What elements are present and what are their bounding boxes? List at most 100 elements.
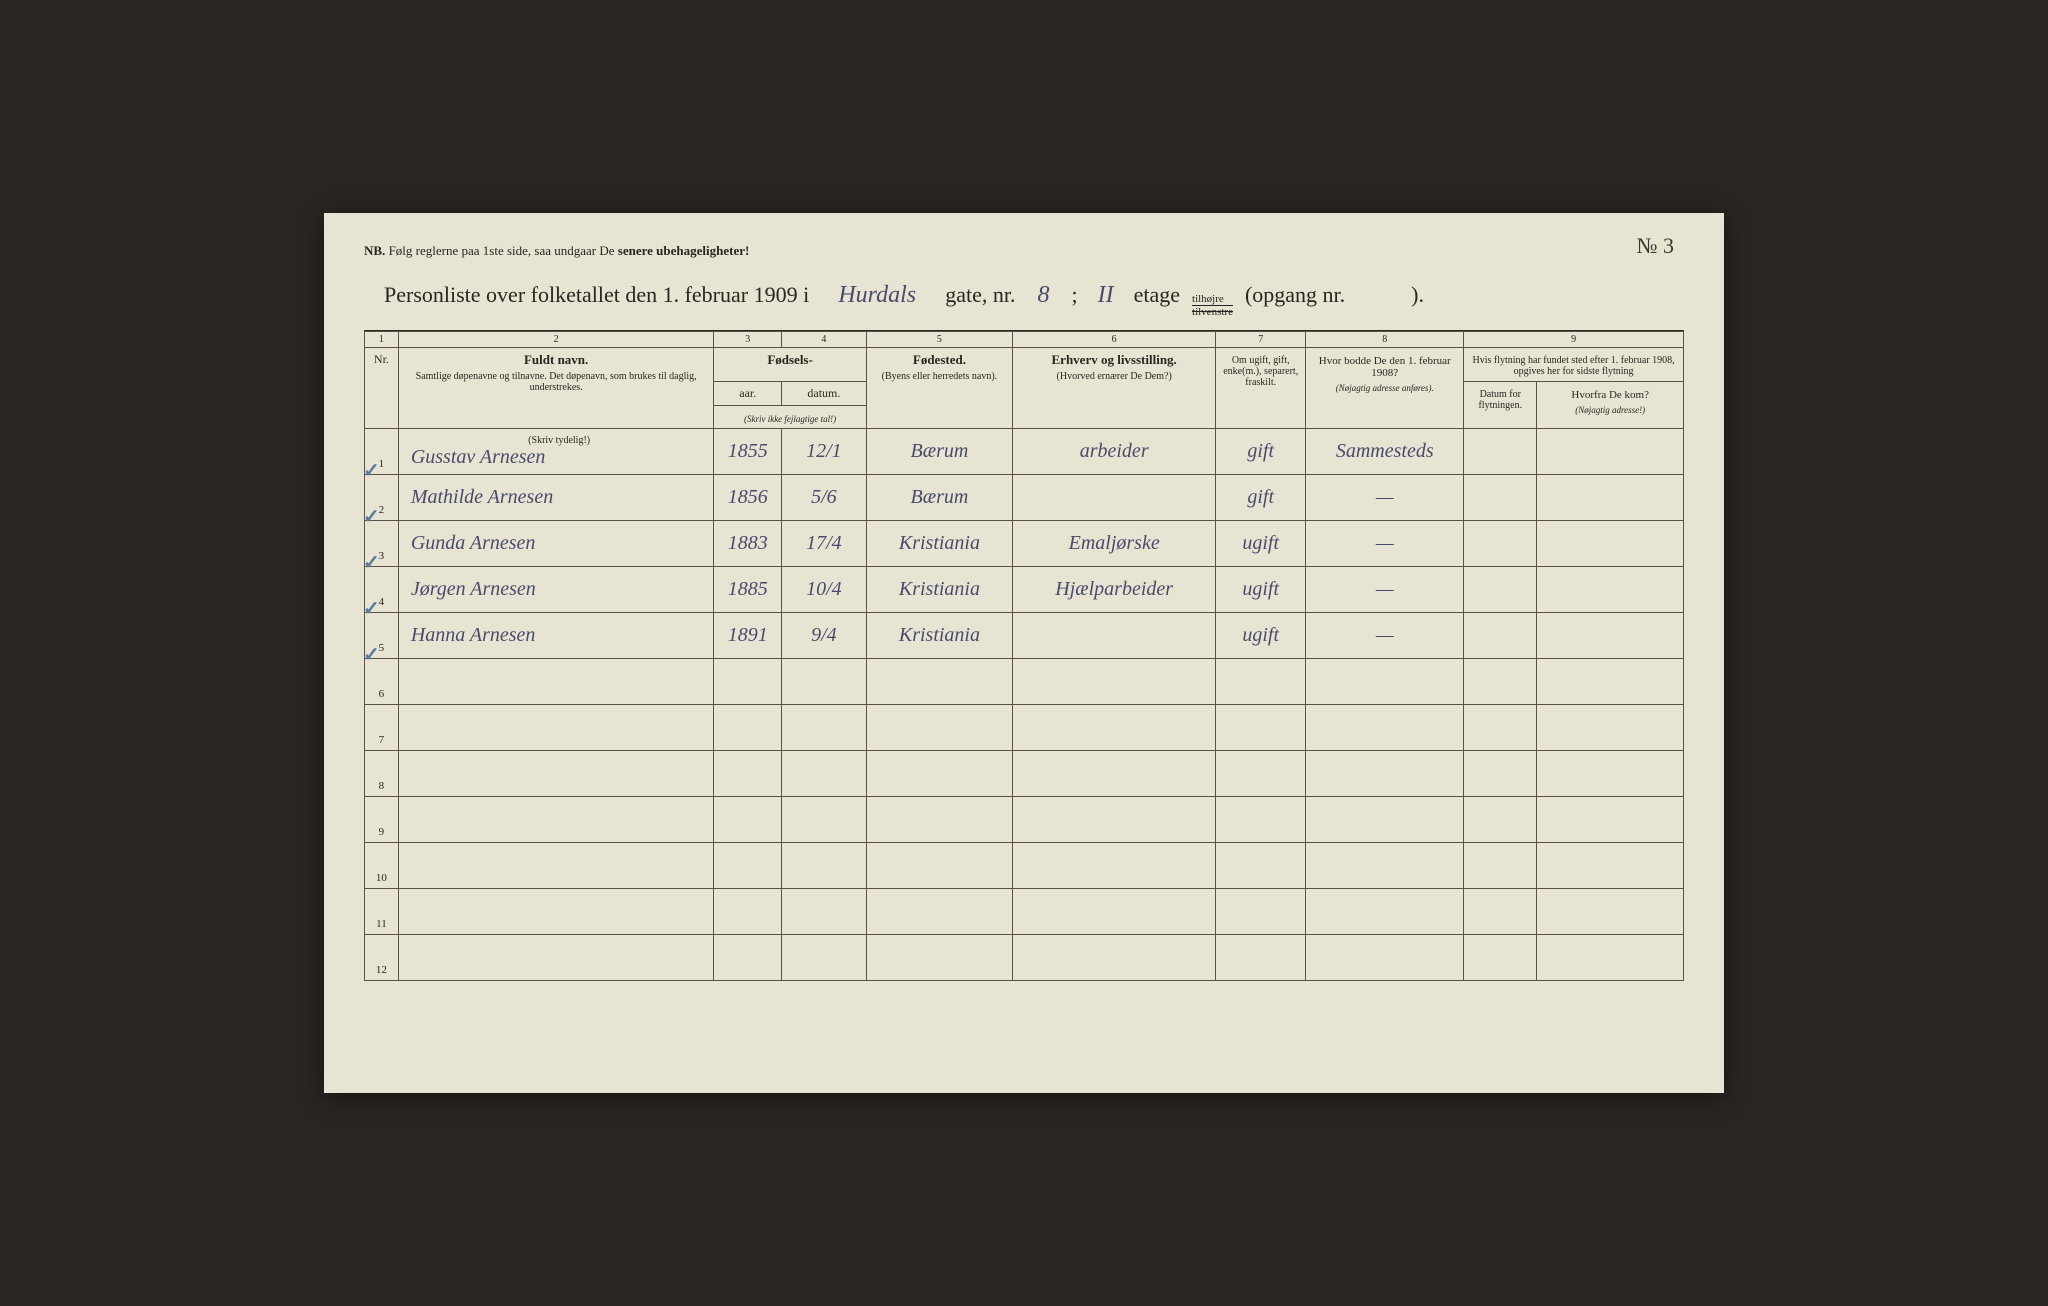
header-status: Om ugift, gift, enke(m.), separert, fras… <box>1216 348 1306 429</box>
cell-empty <box>714 751 782 797</box>
cell-datum: 9/4 <box>782 613 867 659</box>
cell-status: gift <box>1216 429 1306 475</box>
cell-empty <box>1013 659 1216 705</box>
title-line: Personliste over folketallet den 1. febr… <box>364 274 1684 331</box>
cell-empty <box>398 843 714 889</box>
tilhojre: tilhøjre <box>1192 293 1233 306</box>
cell-empty <box>714 659 782 705</box>
cell-empty <box>1013 889 1216 935</box>
cell-status: ugift <box>1216 521 1306 567</box>
table-body: ✓ 1 (Skriv tydelig!)Gusstav Arnesen 1855… <box>365 429 1684 981</box>
cell-empty <box>782 751 867 797</box>
cell-empty <box>1306 935 1464 981</box>
bodde-main: Hvor bodde De den 1. februar 1908? <box>1312 355 1457 379</box>
colnum-7: 7 <box>1216 332 1306 348</box>
cell-fodested: Kristiania <box>866 567 1013 613</box>
cell-status: ugift <box>1216 567 1306 613</box>
cell-empty <box>782 889 867 935</box>
cell-datum: 5/6 <box>782 475 867 521</box>
cell-hvorfra <box>1537 613 1684 659</box>
header-hvorfra: Hvorfra De kom? (Nøjagtig adresse!) <box>1537 382 1684 429</box>
colnum-4: 4 <box>782 332 867 348</box>
header-fodsels-note: (Skriv ikke fejlagtige tal!) <box>714 406 866 429</box>
cell-empty <box>1464 935 1537 981</box>
cell-erhverv: Hjælparbeider <box>1013 567 1216 613</box>
cell-empty <box>1537 797 1684 843</box>
census-table: 1 2 3 4 5 6 7 8 9 Nr. Fuldt navn. Samtli… <box>364 331 1684 981</box>
row-number: ✓ 3 <box>365 521 399 567</box>
cell-erhverv: Emaljørske <box>1013 521 1216 567</box>
check-icon: ✓ <box>363 642 380 667</box>
cell-empty <box>866 889 1013 935</box>
cell-bodde: — <box>1306 613 1464 659</box>
status-text: Om ugift, gift, enke(m.), separert, fras… <box>1222 355 1299 388</box>
cell-empty <box>1464 843 1537 889</box>
header-bodde: Hvor bodde De den 1. februar 1908? (Nøja… <box>1306 348 1464 429</box>
cell-navn: Jørgen Arnesen <box>398 567 714 613</box>
row-number: ✓ 5 <box>365 613 399 659</box>
cell-empty <box>1013 797 1216 843</box>
cell-navn: Hanna Arnesen <box>398 613 714 659</box>
cell-empty <box>866 935 1013 981</box>
etage-nr: II <box>1086 282 1126 309</box>
cell-empty <box>1216 751 1306 797</box>
row-number: ✓ 2 <box>365 475 399 521</box>
header-fodested: Fødested. (Byens eller herredets navn). <box>866 348 1013 429</box>
cell-empty <box>1216 843 1306 889</box>
cell-empty <box>782 843 867 889</box>
cell-empty <box>782 797 867 843</box>
colnum-2: 2 <box>398 332 714 348</box>
flyt-datum-text: Datum for flytningen. <box>1470 389 1530 411</box>
side-fraction: tilhøjre tilvenstre <box>1192 293 1233 318</box>
tilvenstre: tilvenstre <box>1192 306 1233 318</box>
cell-bodde: — <box>1306 475 1464 521</box>
cell-erhverv <box>1013 475 1216 521</box>
cell-empty <box>1464 889 1537 935</box>
nb-bold: senere ubehageligheter! <box>618 243 750 258</box>
navn-sub: Samtlige døpenavne og tilnavne. Det døpe… <box>405 371 708 393</box>
cell-empty <box>1306 843 1464 889</box>
cell-empty <box>398 797 714 843</box>
cell-empty <box>714 797 782 843</box>
cell-empty <box>866 797 1013 843</box>
cell-empty <box>866 705 1013 751</box>
row-number: ✓ 1 <box>365 429 399 475</box>
cell-empty <box>1306 659 1464 705</box>
table-row: ✓ 5 Hanna Arnesen 1891 9/4 Kristiania ug… <box>365 613 1684 659</box>
table-row-empty: 9 <box>365 797 1684 843</box>
row-number: ✓ 4 <box>365 567 399 613</box>
cell-empty <box>1464 797 1537 843</box>
table-row-empty: 7 <box>365 705 1684 751</box>
fodested-main: Fødested. <box>913 352 966 367</box>
header-aar: aar. <box>714 382 782 406</box>
row-number: 10 <box>365 843 399 889</box>
cell-empty <box>1537 751 1684 797</box>
hvorfra-main: Hvorfra De kom? <box>1543 389 1677 401</box>
row-number: 12 <box>365 935 399 981</box>
skriv-tydelig: (Skriv tydelig!) <box>411 435 708 446</box>
cell-empty <box>398 659 714 705</box>
cell-empty <box>714 935 782 981</box>
colnum-9: 9 <box>1464 332 1684 348</box>
fodsels-note-text: (Skriv ikke fejlagtige tal!) <box>720 414 859 424</box>
table-row-empty: 6 <box>365 659 1684 705</box>
cell-empty <box>1306 889 1464 935</box>
cell-empty <box>714 889 782 935</box>
cell-flyt-datum <box>1464 521 1537 567</box>
header-erhverv: Erhverv og livsstilling. (Hvorved ernære… <box>1013 348 1216 429</box>
opgang-label: (opgang nr. <box>1245 282 1345 308</box>
cell-fodested: Bærum <box>866 475 1013 521</box>
cell-datum: 12/1 <box>782 429 867 475</box>
cell-empty <box>1537 843 1684 889</box>
cell-empty <box>866 751 1013 797</box>
cell-fodested: Kristiania <box>866 613 1013 659</box>
cell-hvorfra <box>1537 521 1684 567</box>
table-row: ✓ 1 (Skriv tydelig!)Gusstav Arnesen 1855… <box>365 429 1684 475</box>
table-row: ✓ 4 Jørgen Arnesen 1885 10/4 Kristiania … <box>365 567 1684 613</box>
separator: ; <box>1071 282 1077 308</box>
erhverv-sub: (Hvorved ernærer De Dem?) <box>1019 371 1209 382</box>
table-row: ✓ 2 Mathilde Arnesen 1856 5/6 Bærum gift… <box>365 475 1684 521</box>
table-row-empty: 11 <box>365 889 1684 935</box>
cell-flyt-datum <box>1464 613 1537 659</box>
cell-navn: Mathilde Arnesen <box>398 475 714 521</box>
